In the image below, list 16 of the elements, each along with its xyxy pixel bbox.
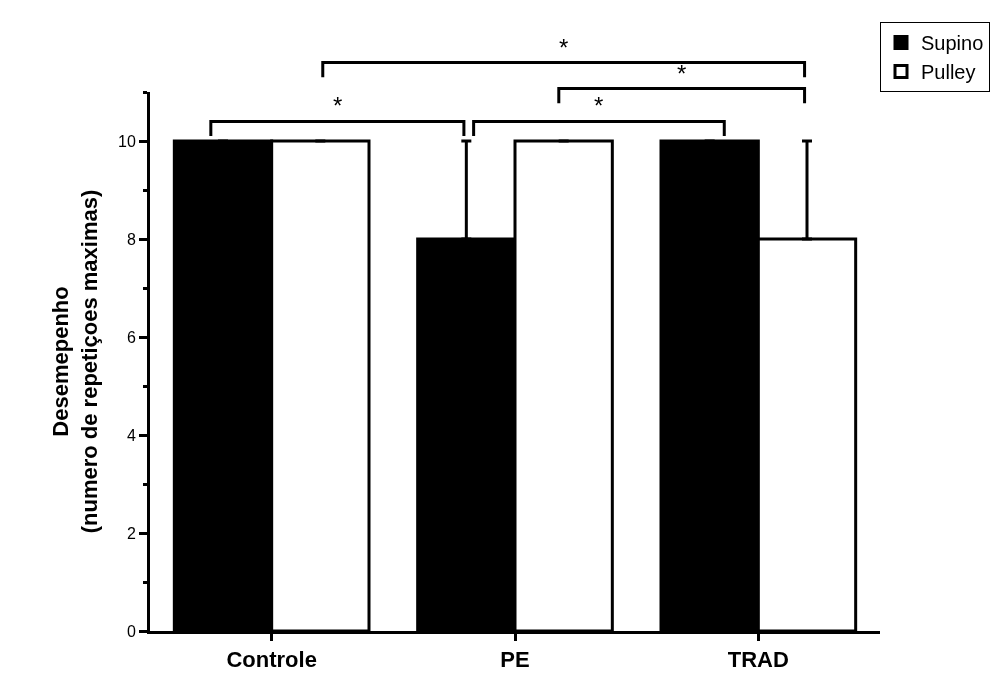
- x-tick-label: TRAD: [727, 647, 789, 673]
- annotation: *: [333, 92, 343, 119]
- text: *: [559, 34, 569, 61]
- x-tick-label: Controle: [226, 647, 317, 673]
- y-tick-label: 4: [126, 426, 136, 444]
- legend-label: Supino: [921, 32, 984, 55]
- annotation: *: [594, 92, 604, 119]
- y-tick-label: 0: [126, 622, 136, 640]
- y-tick-label: 10: [118, 132, 136, 150]
- x-tick-label: PE: [500, 647, 530, 673]
- y-tick-label: 6: [126, 328, 136, 346]
- y-tick-label: 2: [126, 524, 136, 542]
- y-axis-title: Desemepenho (numero de repetiçoes maximas): [48, 189, 102, 534]
- text: *: [677, 60, 687, 87]
- legend-label: Pulley: [921, 61, 976, 84]
- y-tick-label: 8: [126, 230, 136, 248]
